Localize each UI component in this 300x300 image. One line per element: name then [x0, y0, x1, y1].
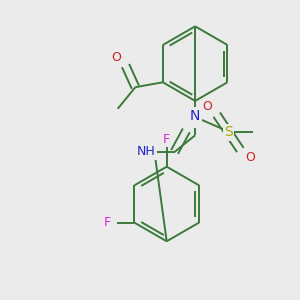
Text: O: O [202, 100, 212, 113]
Text: O: O [111, 51, 121, 64]
Text: O: O [191, 114, 201, 127]
Text: F: F [163, 133, 170, 146]
Text: N: N [190, 109, 200, 123]
Text: S: S [224, 125, 233, 139]
Text: NH: NH [137, 146, 155, 158]
Text: O: O [245, 152, 255, 164]
Text: F: F [103, 216, 110, 229]
